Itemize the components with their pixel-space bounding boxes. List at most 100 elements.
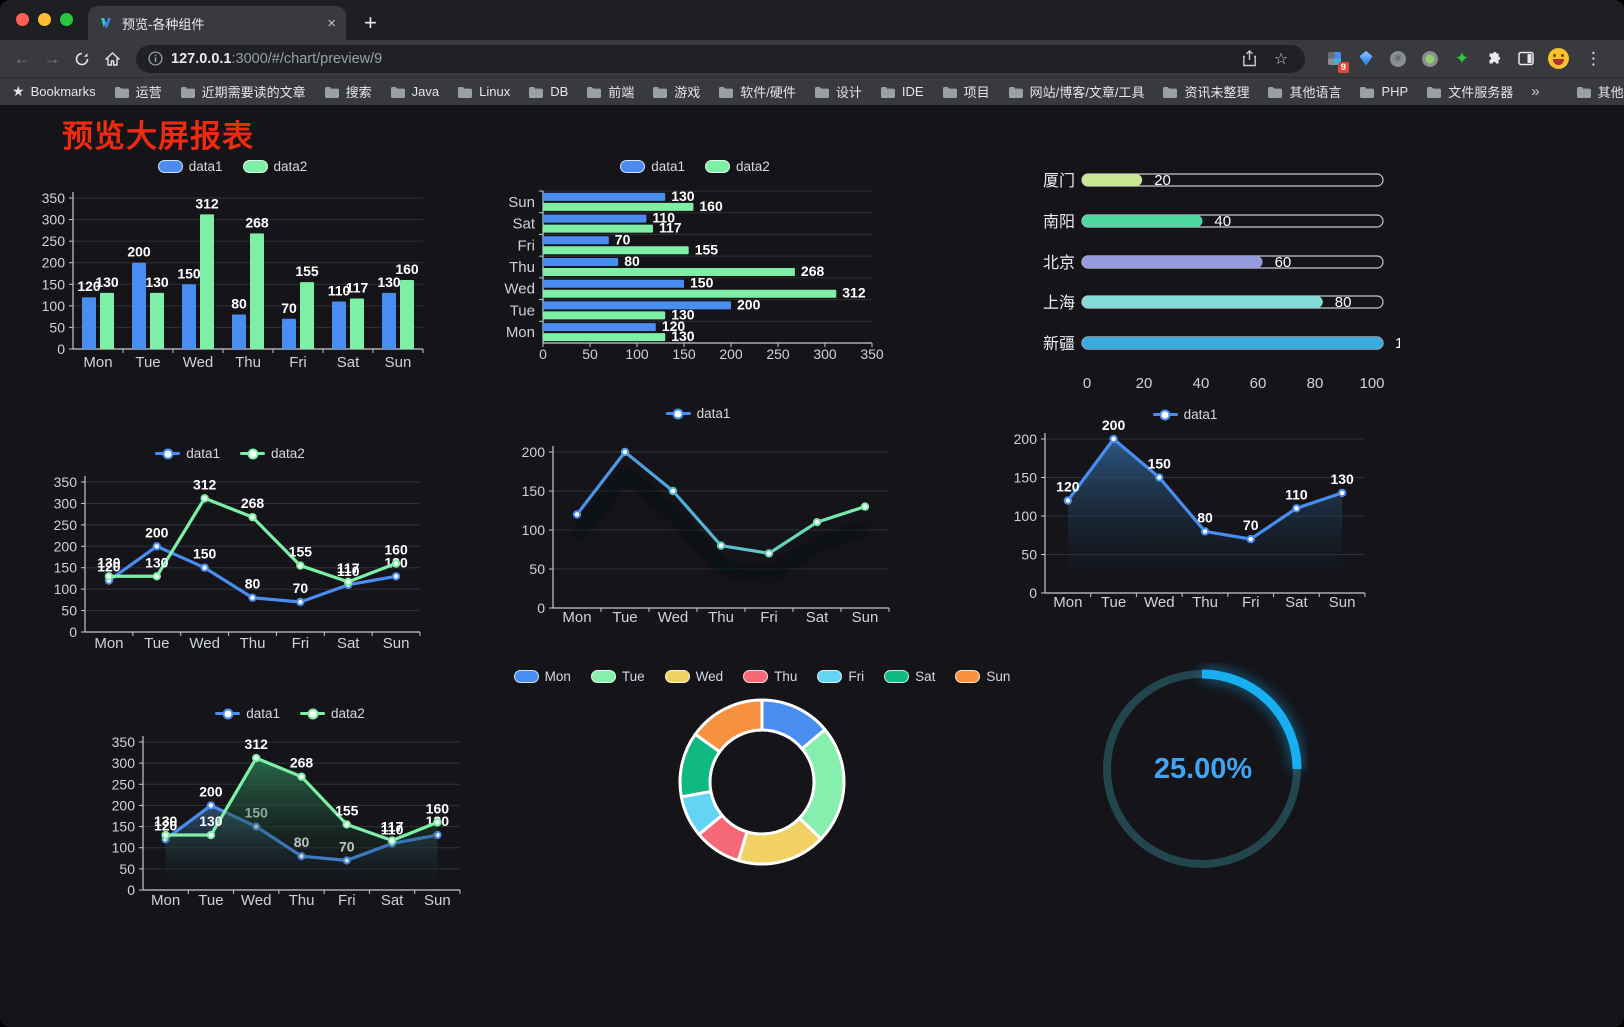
bookmark-folder[interactable]: Linux: [457, 84, 510, 99]
extensions-puzzle-icon[interactable]: [1483, 48, 1505, 70]
gradient-line-chart[interactable]: 0 50 100 150 200 Mon Tue Wed Thu Fri Sat Sun data1: [498, 401, 898, 636]
legend-item-data1[interactable]: data1: [155, 446, 220, 461]
address-bar[interactable]: 127.0.0.1:3000/#/chart/preview/9 ☆: [136, 44, 1305, 73]
svg-text:110: 110: [381, 821, 404, 837]
legend-item-Sun[interactable]: Sun: [955, 669, 1010, 684]
bookmark-folder[interactable]: 游戏: [652, 82, 700, 101]
minimize-window-button[interactable]: [38, 13, 51, 26]
legend-item-Sat[interactable]: Sat: [884, 669, 935, 684]
folder-icon: [814, 86, 829, 98]
legend-item-Tue[interactable]: Tue: [590, 669, 645, 684]
svg-text:Sun: Sun: [383, 635, 410, 652]
svg-text:Tue: Tue: [1101, 594, 1126, 611]
legend-item-data1[interactable]: data1: [215, 706, 280, 721]
bookmark-folder[interactable]: 项目: [942, 82, 990, 101]
donut-pie-chart[interactable]: Mon Tue Wed Thu Fri Sat Sun: [513, 661, 1010, 896]
legend-item-Mon[interactable]: Mon: [513, 669, 571, 684]
page-title: 预览大屏报表: [62, 119, 254, 154]
green-star-extension-icon[interactable]: ✦: [1454, 48, 1470, 68]
progress-bar-chart[interactable]: 厦门 20 南阳 40 北京 60 上海 80 新疆 100 0 20 40 60 80 100: [980, 156, 1400, 396]
folder-icon: [587, 86, 602, 98]
legend-item-data1[interactable]: data1: [620, 159, 685, 174]
bookmark-folder[interactable]: 文件服务器: [1426, 82, 1513, 101]
bookmark-folder[interactable]: 近期需要读的文章: [180, 82, 306, 101]
bookmark-star-icon[interactable]: ☆: [1273, 50, 1289, 68]
svg-text:Sat: Sat: [381, 892, 404, 909]
horizontal-bar-chart[interactable]: 0 50 100 150 200 250 300 350 Sun 130 160 Sat 110 117 F…: [495, 151, 895, 376]
legend-item-data1[interactable]: data1: [1152, 407, 1217, 422]
progress-gauge[interactable]: 25.00%: [1098, 663, 1308, 875]
zoom-window-button[interactable]: [60, 13, 73, 26]
bookmarks-overflow-icon[interactable]: »: [1531, 83, 1540, 100]
svg-text:350: 350: [860, 346, 884, 362]
back-icon[interactable]: ←: [13, 48, 31, 68]
close-window-button[interactable]: [16, 13, 29, 26]
page-info-icon[interactable]: [148, 51, 163, 66]
legend-item-data1[interactable]: data1: [157, 159, 223, 174]
svg-text:南阳: 南阳: [1043, 213, 1075, 231]
legend-marker: [664, 670, 690, 683]
gray-circle-extension-icon[interactable]: ✳: [1387, 48, 1409, 70]
side-panel-icon[interactable]: [1515, 48, 1537, 70]
legend-item-data1[interactable]: data1: [665, 406, 730, 421]
svg-text:100: 100: [1014, 508, 1038, 524]
svg-text:150: 150: [1148, 456, 1172, 472]
browser-tab[interactable]: 预览-各种组件 ×: [88, 6, 346, 40]
reload-glyph: [75, 52, 89, 65]
svg-text:155: 155: [695, 241, 719, 257]
svg-text:Thu: Thu: [708, 609, 734, 626]
blue-gem-extension-icon[interactable]: [1355, 48, 1377, 70]
legend-item-data2[interactable]: data2: [300, 706, 365, 721]
bookmark-folder[interactable]: DB: [528, 84, 568, 99]
legend-item-Wed[interactable]: Wed: [664, 669, 723, 684]
side-panel-glyph: [1518, 51, 1534, 66]
share-icon[interactable]: [1237, 47, 1261, 71]
bookmark-folder[interactable]: 前端: [586, 82, 634, 101]
legend-item-data2[interactable]: data2: [240, 446, 305, 461]
bookmark-folder[interactable]: 软件/硬件: [718, 82, 796, 101]
svg-text:200: 200: [522, 444, 546, 460]
bookmarks-root-label: Bookmarks: [30, 84, 96, 99]
chart-canvas: 0 50 100 150 200 250 300 350 Mon Tue Wed Thu Fri Sat S…: [112, 734, 461, 909]
two-series-area-chart[interactable]: 0 50 100 150 200 250 300 350 Mon Tue Wed Thu Fri Sat S…: [100, 701, 480, 926]
legend-item-Thu[interactable]: Thu: [743, 669, 797, 684]
bookmark-folder[interactable]: 搜索: [324, 82, 372, 101]
legend-item-Fri[interactable]: Fri: [817, 669, 864, 684]
bookmark-folder[interactable]: PHP: [1359, 84, 1408, 99]
bookmark-folder-label: 网站/博客/文章/工具: [1029, 85, 1145, 100]
svg-text:Wed: Wed: [183, 354, 214, 371]
legend-item-data2[interactable]: data2: [242, 159, 307, 174]
svg-text:300: 300: [42, 212, 66, 228]
forward-icon[interactable]: →: [43, 48, 61, 68]
svg-text:Tue: Tue: [612, 609, 637, 626]
bookmark-folder[interactable]: Java: [390, 84, 439, 99]
svg-text:Fri: Fri: [289, 354, 307, 371]
home-glyph: [104, 51, 120, 66]
legend-marker: [215, 708, 241, 719]
two-series-line-chart[interactable]: 0 50 100 150 200 250 300 350 Mon Tue Wed Thu Fri Sat S…: [35, 426, 425, 666]
bookmarks-root[interactable]: ★ Bookmarks: [12, 83, 96, 100]
home-icon[interactable]: [98, 45, 126, 73]
bookmark-folder[interactable]: 资讯未整理: [1162, 82, 1249, 101]
reload-icon[interactable]: [68, 45, 96, 73]
menu-kebab-icon[interactable]: ⋮: [1585, 48, 1602, 68]
other-bookmarks[interactable]: 其他书签: [1576, 82, 1624, 101]
bookmark-folder[interactable]: 运营: [114, 82, 162, 101]
extension-badge: 9: [1337, 61, 1349, 73]
new-tab-button[interactable]: +: [364, 10, 377, 35]
profile-avatar[interactable]: [1547, 48, 1569, 70]
bookmark-folder[interactable]: 网站/博客/文章/工具: [1008, 82, 1145, 101]
share-glyph: [1242, 50, 1256, 67]
bookmark-folder[interactable]: IDE: [880, 84, 924, 99]
svg-text:200: 200: [1102, 417, 1126, 433]
single-area-chart[interactable]: 0 50 100 150 200 Mon Tue Wed Thu Fri Sat Sun 120 200 1…: [990, 391, 1380, 621]
legend-item-data2[interactable]: data2: [705, 159, 770, 174]
svg-text:70: 70: [293, 580, 309, 596]
extension-grid-icon[interactable]: 9: [1323, 48, 1349, 73]
green-circle-extension-icon[interactable]: [1419, 48, 1441, 70]
svg-text:110: 110: [652, 210, 675, 226]
bookmark-folder[interactable]: 设计: [814, 82, 862, 101]
bookmark-folder[interactable]: 其他语言: [1267, 82, 1341, 101]
tab-close-icon[interactable]: ×: [327, 14, 336, 32]
grouped-bar-chart[interactable]: 0 50 100 150 200 250 300 350 Mon Tue Wed Thu Fri Sat S…: [35, 151, 430, 391]
